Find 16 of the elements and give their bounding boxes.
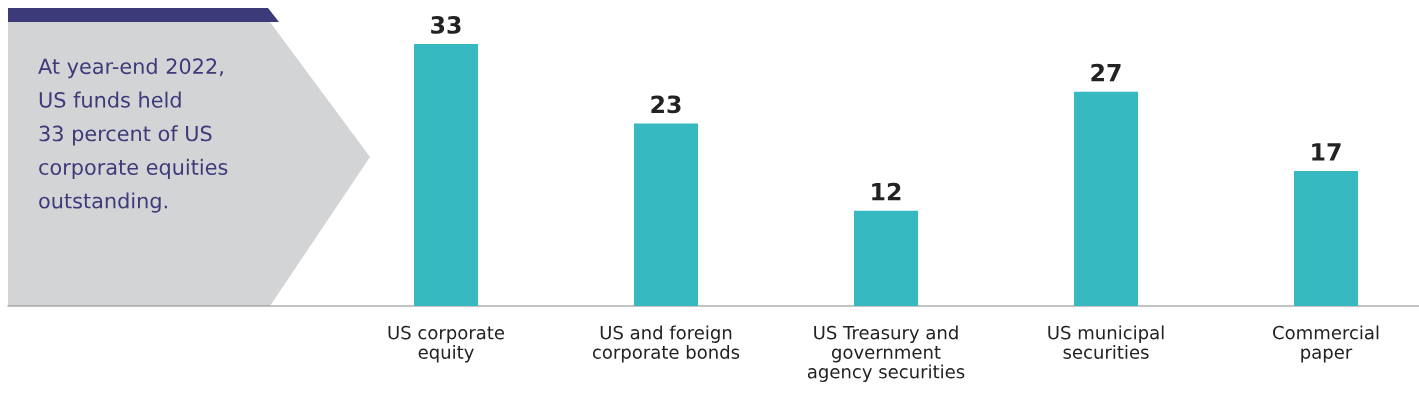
x-tick-label: US and foreign corporate bonds	[592, 325, 740, 363]
x-tick-label: Commercial paper	[1273, 325, 1379, 363]
data-label: 27	[1091, 63, 1121, 82]
bar	[634, 123, 698, 306]
data-label: 12	[872, 182, 901, 201]
bar	[1074, 91, 1138, 306]
x-tick-label: US corporate equity	[388, 325, 505, 363]
data-label: 17	[1312, 143, 1341, 161]
data-label: 33	[431, 16, 461, 34]
bar	[414, 44, 478, 306]
bar	[854, 210, 918, 306]
text: At year-end 2022, US funds held 33 percent of US corporate equities outstanding.	[38, 58, 228, 213]
x-tick-label: US municipal securities	[1048, 325, 1164, 359]
x-tick-label: US Treasury and government agency securities	[807, 325, 965, 382]
bar	[1294, 171, 1358, 306]
data-label: 23	[651, 95, 681, 114]
